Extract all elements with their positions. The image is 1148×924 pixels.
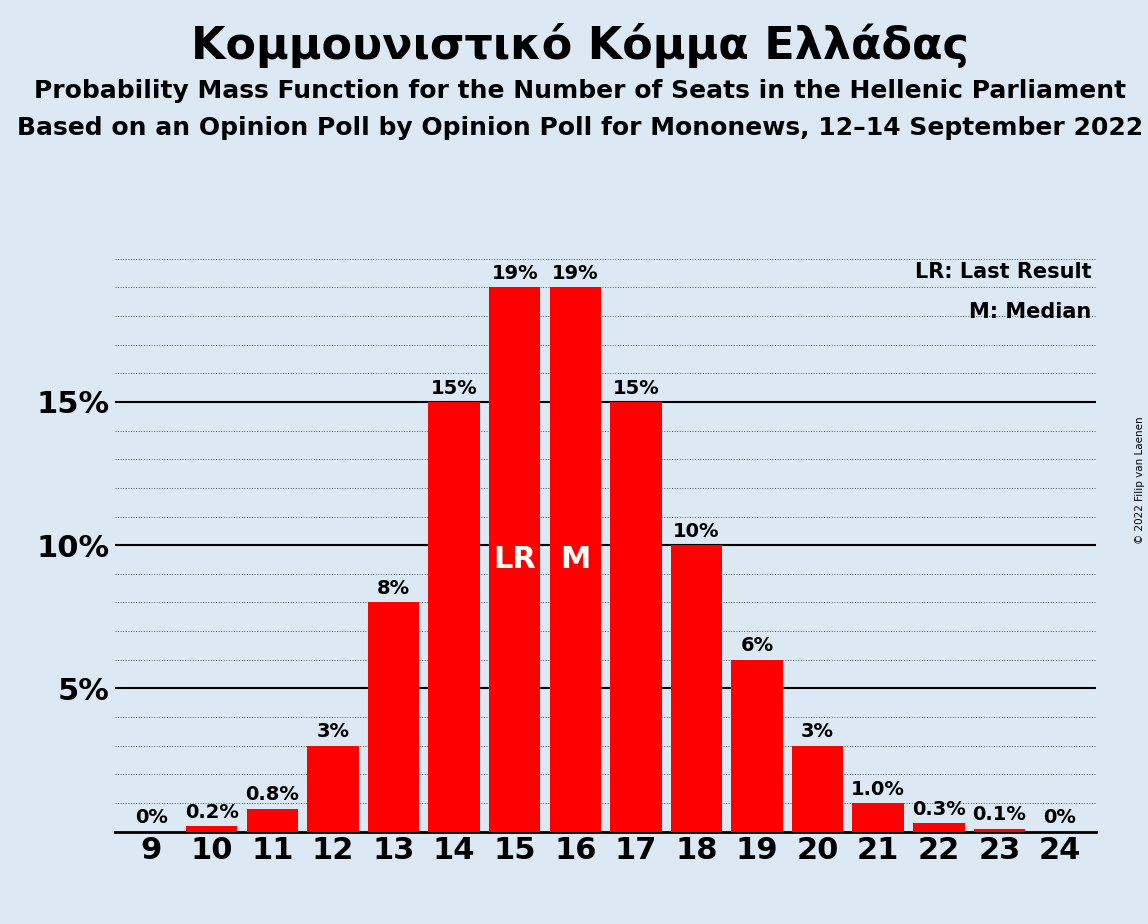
Text: Probability Mass Function for the Number of Seats in the Hellenic Parliament: Probability Mass Function for the Number… [33,79,1126,103]
Text: LR: Last Result: LR: Last Result [915,261,1092,282]
Bar [247,808,298,832]
Bar [853,803,903,832]
Text: 19%: 19% [552,264,598,283]
Text: © 2022 Filip van Laenen: © 2022 Filip van Laenen [1135,417,1145,544]
Bar [308,746,358,832]
Bar [913,823,964,832]
Bar [186,826,238,832]
Text: 15%: 15% [430,379,478,397]
Text: Κομμουνιστικό Κόμμα Ελλάδας: Κομμουνιστικό Κόμμα Ελλάδας [191,23,969,68]
Text: 0.2%: 0.2% [185,803,239,821]
Text: 3%: 3% [801,723,835,741]
Bar [489,287,541,832]
Text: 0.8%: 0.8% [246,785,300,805]
Text: 1.0%: 1.0% [852,780,905,798]
Text: 8%: 8% [377,579,410,598]
Bar [550,287,602,832]
Text: Based on an Opinion Poll by Opinion Poll for Mononews, 12–14 September 2022: Based on an Opinion Poll by Opinion Poll… [17,116,1142,140]
Text: 6%: 6% [740,637,774,655]
Text: 0.3%: 0.3% [912,799,965,819]
Text: 0%: 0% [1044,808,1077,827]
Bar [610,402,661,832]
Text: M: M [560,545,590,574]
Text: 0.1%: 0.1% [972,806,1026,824]
Text: LR: LR [494,545,536,574]
Bar [731,660,783,832]
Text: M: Median: M: Median [969,301,1092,322]
Text: 10%: 10% [673,522,720,541]
Bar [367,602,419,832]
Bar [670,545,722,832]
Bar [792,746,844,832]
Bar [428,402,480,832]
Text: 15%: 15% [613,379,659,397]
Text: 0%: 0% [134,808,168,827]
Text: 3%: 3% [317,723,349,741]
Bar [974,829,1025,832]
Text: 19%: 19% [491,264,538,283]
